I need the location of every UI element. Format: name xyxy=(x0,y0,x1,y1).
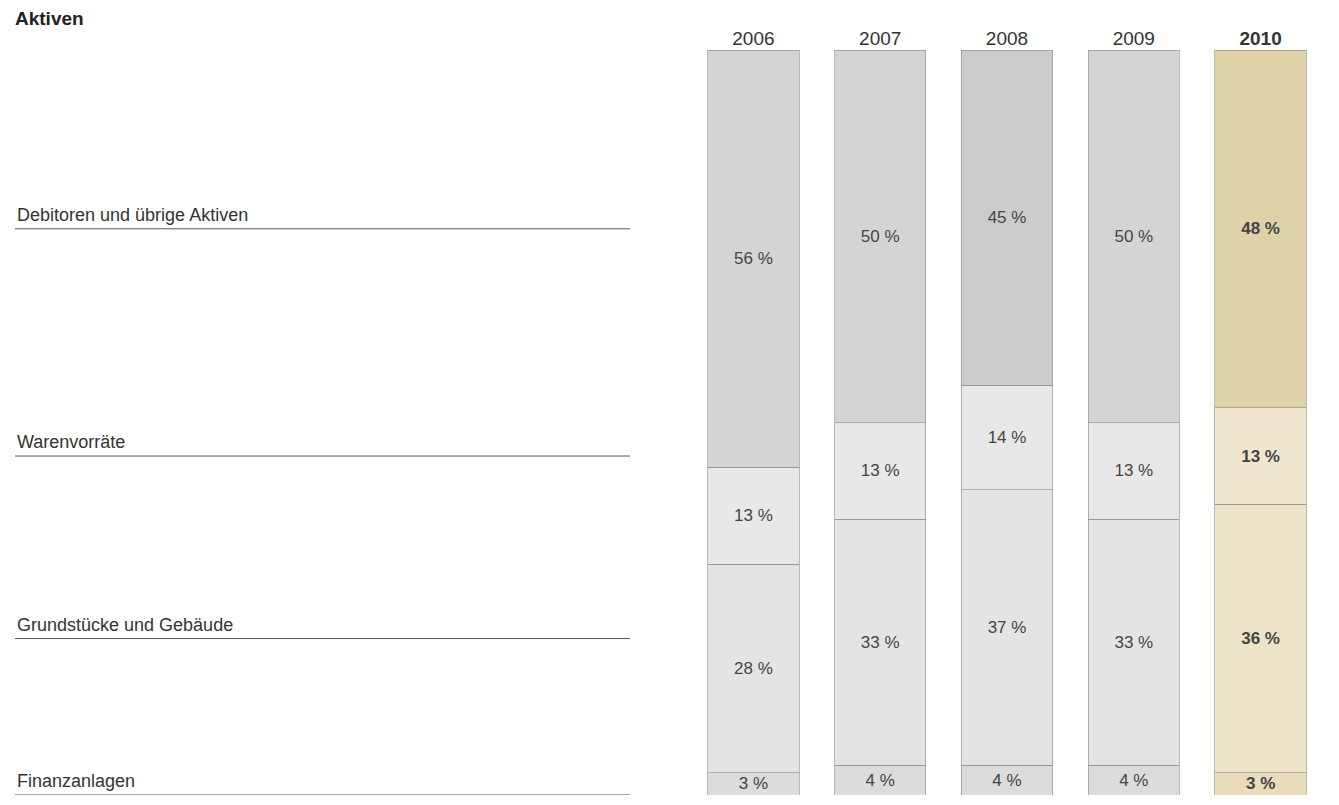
svg-text:14 %: 14 % xyxy=(988,428,1027,447)
svg-text:33 %: 33 % xyxy=(1114,633,1153,652)
svg-text:2010: 2010 xyxy=(1239,28,1281,49)
svg-text:3 %: 3 % xyxy=(739,774,768,793)
svg-text:13 %: 13 % xyxy=(1114,461,1153,480)
svg-text:2008: 2008 xyxy=(986,28,1028,49)
svg-text:4 %: 4 % xyxy=(1119,771,1148,790)
svg-text:13 %: 13 % xyxy=(861,461,900,480)
svg-text:Debitoren und übrige Aktiven: Debitoren und übrige Aktiven xyxy=(17,205,248,225)
svg-text:37 %: 37 % xyxy=(988,618,1027,637)
svg-text:33 %: 33 % xyxy=(861,633,900,652)
svg-text:2006: 2006 xyxy=(732,28,774,49)
svg-text:50 %: 50 % xyxy=(1114,227,1153,246)
svg-text:56 %: 56 % xyxy=(734,249,773,268)
svg-text:50 %: 50 % xyxy=(861,227,900,246)
svg-text:3 %: 3 % xyxy=(1246,774,1275,793)
svg-text:48 %: 48 % xyxy=(1241,219,1280,238)
svg-text:Grundstücke und Gebäude: Grundstücke und Gebäude xyxy=(17,615,233,635)
svg-text:45 %: 45 % xyxy=(988,208,1027,227)
svg-text:Warenvorräte: Warenvorräte xyxy=(17,432,125,452)
svg-text:36 %: 36 % xyxy=(1241,629,1280,648)
svg-text:13 %: 13 % xyxy=(734,506,773,525)
svg-text:4 %: 4 % xyxy=(866,771,895,790)
svg-text:2009: 2009 xyxy=(1113,28,1155,49)
svg-text:13 %: 13 % xyxy=(1241,447,1280,466)
svg-text:4 %: 4 % xyxy=(992,771,1021,790)
svg-text:28 %: 28 % xyxy=(734,659,773,678)
svg-text:Finanzanlagen: Finanzanlagen xyxy=(17,771,135,791)
svg-text:2007: 2007 xyxy=(859,28,901,49)
svg-text:Aktiven: Aktiven xyxy=(15,8,84,29)
